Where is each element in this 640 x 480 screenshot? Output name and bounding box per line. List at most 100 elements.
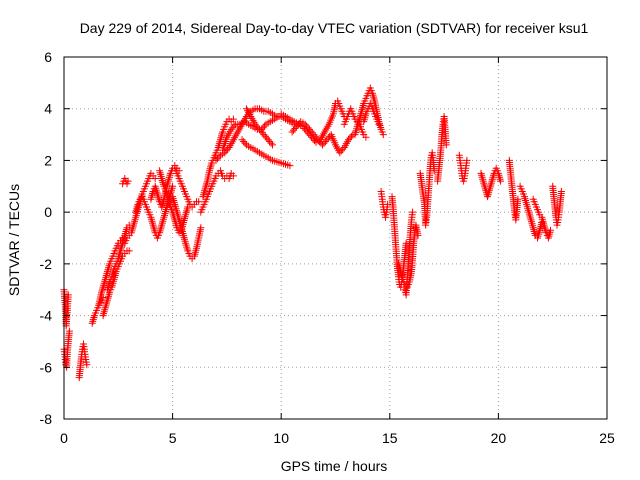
data-point <box>181 235 188 243</box>
data-point <box>181 215 188 223</box>
y-tick-labels: -8 -6 -4 -2 0 2 4 6 <box>40 49 53 427</box>
data-point <box>162 208 169 215</box>
data-point <box>263 134 271 142</box>
x-tick-label: 20 <box>491 430 507 446</box>
data-point <box>355 117 363 125</box>
data-point <box>324 134 332 142</box>
data-point <box>261 122 268 130</box>
data-point <box>337 147 345 155</box>
y-tick-label: 6 <box>44 49 52 65</box>
y-tick-label: -4 <box>40 308 53 324</box>
data-point <box>305 125 313 133</box>
data-point <box>229 115 237 123</box>
y-tick-label: 0 <box>44 204 52 220</box>
data-point <box>314 136 322 144</box>
data-point <box>260 131 268 139</box>
data-point <box>547 226 554 234</box>
y-tick-label: 2 <box>44 152 52 168</box>
data-point <box>159 217 167 225</box>
data-point <box>379 131 387 139</box>
data-point <box>323 136 331 144</box>
data-point <box>261 132 269 140</box>
x-tick-label: 5 <box>169 430 177 446</box>
data-point <box>522 197 529 204</box>
y-axis-label: SDTVAR / TECUs <box>6 184 22 296</box>
data-point <box>217 134 225 142</box>
data-point <box>98 287 106 295</box>
data-point <box>241 139 249 147</box>
data-point <box>442 141 450 149</box>
data-point <box>497 177 505 185</box>
data-point <box>345 136 352 144</box>
data-point <box>269 141 276 149</box>
data-point <box>254 124 262 132</box>
y-tick-label: -2 <box>40 256 53 272</box>
plot-frame <box>63 56 608 420</box>
data-point <box>257 127 265 135</box>
data-point <box>402 239 410 247</box>
data-point <box>64 291 72 299</box>
data-point <box>88 319 96 327</box>
data-point <box>321 138 329 145</box>
data-point <box>310 131 318 139</box>
x-tick-labels: 0 5 10 15 20 25 <box>60 430 615 446</box>
data-point <box>336 149 344 157</box>
data-point <box>319 141 326 149</box>
y-tick-label: 4 <box>44 101 52 117</box>
data-point <box>346 134 354 142</box>
data-point <box>347 132 355 140</box>
data-point <box>251 120 259 128</box>
data-point <box>264 136 272 144</box>
data-point <box>207 163 215 171</box>
data-point <box>227 125 235 133</box>
data-point <box>291 125 299 132</box>
data-point <box>215 153 223 161</box>
data-point <box>267 139 275 147</box>
x-tick-label: 0 <box>60 430 68 446</box>
data-point <box>229 172 237 180</box>
data-point <box>301 120 309 128</box>
data-point <box>339 145 347 153</box>
data-point <box>557 188 565 195</box>
data-point <box>311 132 319 140</box>
data-point <box>308 129 316 137</box>
data-point <box>362 133 370 141</box>
data-points <box>60 84 565 382</box>
data-point <box>197 224 205 232</box>
data-point <box>125 247 133 255</box>
data-point <box>303 122 310 130</box>
axis-ticks <box>63 56 608 420</box>
data-point <box>224 145 232 153</box>
data-point <box>156 169 164 177</box>
data-point <box>83 361 91 369</box>
data-point <box>195 198 203 206</box>
data-point <box>484 193 491 201</box>
data-point <box>290 126 297 134</box>
data-point <box>65 327 73 335</box>
data-point <box>214 155 221 163</box>
data-point <box>169 182 177 190</box>
data-point <box>238 136 246 144</box>
data-point <box>286 162 294 170</box>
data-point <box>292 123 300 131</box>
y-tick-label: -8 <box>40 411 53 427</box>
data-point <box>230 122 238 130</box>
data-point <box>495 171 503 179</box>
data-point <box>253 122 261 130</box>
data-point <box>352 127 360 135</box>
data-point <box>258 129 266 137</box>
data-point <box>151 175 159 182</box>
data-point <box>229 124 237 132</box>
data-point <box>307 127 315 135</box>
data-point <box>463 156 471 164</box>
x-axis-label: GPS time / hours <box>281 458 388 474</box>
data-point <box>375 120 383 128</box>
x-tick-label: 15 <box>382 430 398 446</box>
x-tick-label: 10 <box>273 430 289 446</box>
data-point <box>409 208 417 216</box>
data-point <box>288 128 296 136</box>
data-point <box>222 147 230 155</box>
data-point <box>313 134 321 142</box>
data-point <box>256 125 263 133</box>
data-point <box>320 139 328 147</box>
